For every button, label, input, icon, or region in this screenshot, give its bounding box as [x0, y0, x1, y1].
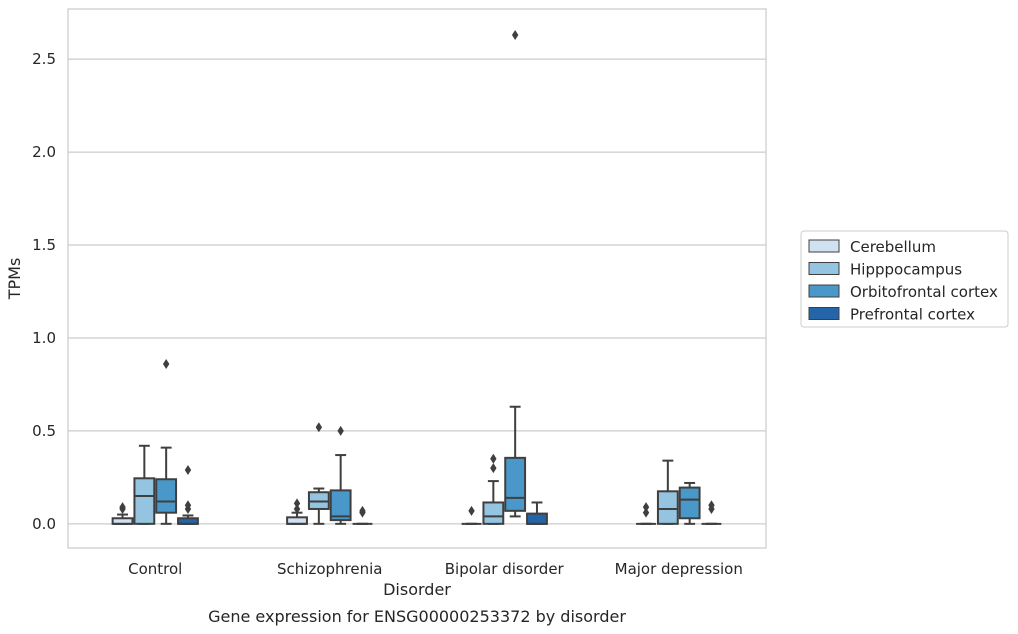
box-cerebellum[interactable] — [111, 502, 134, 525]
y-tick-label: 2.5 — [32, 50, 56, 68]
legend-box — [800, 230, 1009, 328]
gridlines — [68, 58, 766, 525]
outlier-point — [642, 502, 650, 513]
box-iqr — [678, 486, 701, 520]
y-axis-title: TPMs — [5, 258, 24, 301]
legend[interactable]: Cerebellum Hipppocampus Orbitofrontal cort… — [800, 230, 1009, 328]
legend-swatch — [808, 307, 840, 320]
outlier-point — [337, 425, 344, 436]
box-iqr — [133, 477, 156, 525]
plot-frame — [67, 8, 767, 549]
box-cerebellum[interactable] — [636, 502, 656, 525]
outlier-point — [293, 498, 301, 509]
x-tick-label: Schizophrenia — [277, 560, 382, 578]
outlier-point — [708, 500, 715, 511]
legend-swatch — [808, 284, 840, 298]
box-orbitofrontal-cortex[interactable] — [155, 358, 178, 525]
box-prefrontal-cortex[interactable] — [177, 464, 199, 525]
box-prefrontal-cortex[interactable] — [352, 505, 373, 525]
box-iqr — [155, 478, 178, 514]
box-hipppocampus[interactable] — [656, 459, 679, 525]
outlier-point — [511, 30, 519, 41]
y-tick-label: 1.0 — [32, 329, 56, 347]
box-orbitofrontal-cortex[interactable] — [678, 481, 701, 525]
x-axis-title: Disorder — [383, 580, 451, 599]
y-tick-label: 0.5 — [32, 422, 56, 440]
box-iqr — [482, 501, 505, 525]
legend-swatch — [808, 262, 840, 275]
box-iqr — [526, 512, 548, 525]
x-tick-label: Bipolar disorder — [445, 560, 565, 578]
outlier-point — [468, 505, 475, 516]
legend-label: Orbitofrontal cortex — [850, 283, 998, 301]
box-iqr — [504, 456, 527, 512]
outlier-point — [184, 500, 192, 511]
outlier-point — [184, 464, 192, 475]
outlier-point — [315, 422, 323, 433]
box-cerebellum[interactable] — [286, 498, 308, 525]
x-ticks: Control Schizophrenia Bipolar disorder Majo… — [128, 560, 743, 578]
x-tick-label: Control — [128, 560, 182, 578]
box-hipppocampus[interactable] — [307, 422, 330, 525]
box-orbitofrontal-cortex[interactable] — [329, 425, 352, 525]
outlier-point — [293, 503, 301, 514]
outlier-point — [642, 507, 650, 518]
plot-area — [111, 30, 722, 525]
legend-label: Hipppocampus — [850, 261, 962, 279]
outlier-point — [359, 505, 366, 516]
box-iqr — [656, 490, 679, 525]
box-prefrontal-cortex[interactable] — [701, 500, 722, 525]
box-cerebellum[interactable] — [461, 505, 482, 525]
x-tick-label: Major depression — [615, 560, 743, 578]
outlier-point — [490, 453, 497, 464]
y-ticks: 0.0 0.5 1.0 1.5 2.0 2.5 — [32, 50, 56, 533]
box-prefrontal-cortex[interactable] — [526, 501, 548, 525]
y-tick-label: 2.0 — [32, 143, 56, 161]
legend-label: Prefrontal cortex — [850, 306, 975, 324]
outlier-point — [162, 358, 170, 369]
box-hipppocampus[interactable] — [133, 444, 156, 525]
y-tick-label: 0.0 — [32, 515, 56, 533]
chart-caption: Gene expression for ENSG00000253372 by d… — [208, 607, 626, 626]
box-hipppocampus[interactable] — [482, 453, 505, 525]
legend-swatch — [808, 239, 840, 253]
outlier-point — [490, 463, 497, 474]
box-iqr — [329, 489, 352, 522]
y-tick-label: 1.5 — [32, 236, 56, 254]
legend-label: Cerebellum — [850, 238, 936, 256]
box-orbitofrontal-cortex[interactable] — [504, 30, 527, 518]
outlier-point — [119, 502, 126, 513]
